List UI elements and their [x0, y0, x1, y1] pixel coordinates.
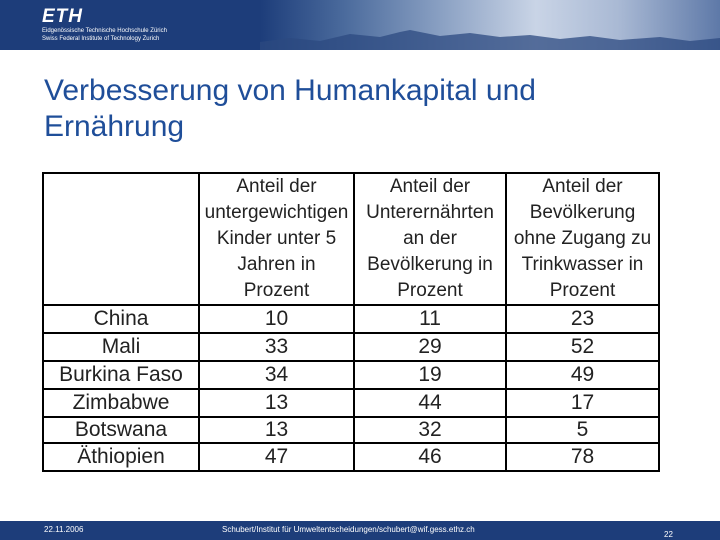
footer-bar	[0, 521, 720, 540]
cell-underweight-children: 10	[200, 306, 353, 332]
slide-title: Verbesserung von Humankapital und Ernähr…	[44, 73, 664, 145]
cell-country: Äthiopien	[44, 444, 198, 470]
header-corner	[44, 174, 198, 304]
cell-undernourished: 46	[355, 444, 505, 470]
eth-subtitle-de: Eidgenössische Technische Hochschule Zür…	[42, 28, 167, 34]
skyline-graphic	[260, 30, 720, 50]
header-no-water-access: Anteil der Bevölkerung ohne Zugang zu Tr…	[507, 174, 658, 304]
eth-logo: ETH	[42, 6, 83, 27]
cell-no-water-access: 23	[507, 306, 658, 332]
cell-undernourished: 44	[355, 390, 505, 416]
cell-undernourished: 29	[355, 334, 505, 360]
slide-title-line-2: Ernährung	[44, 110, 185, 143]
cell-country: Botswana	[44, 418, 198, 442]
cell-undernourished: 11	[355, 306, 505, 332]
page-number: 22	[664, 530, 673, 539]
data-table: Anteil der untergewichtigen Kinder unter…	[42, 172, 660, 472]
footer-date: 22.11.2006	[44, 525, 84, 534]
cell-country: Burkina Faso	[44, 362, 198, 388]
cell-underweight-children: 13	[200, 390, 353, 416]
cell-underweight-children: 47	[200, 444, 353, 470]
cell-country: China	[44, 306, 198, 332]
header-underweight-children: Anteil der untergewichtigen Kinder unter…	[200, 174, 353, 304]
cell-no-water-access: 17	[507, 390, 658, 416]
cell-country: Mali	[44, 334, 198, 360]
slide-title-line-1: Verbesserung von Humankapital und	[44, 74, 536, 107]
footer-author: Schubert/Institut für Umweltentscheidung…	[222, 525, 475, 534]
cell-no-water-access: 5	[507, 418, 658, 442]
cell-undernourished: 19	[355, 362, 505, 388]
cell-underweight-children: 34	[200, 362, 353, 388]
cell-underweight-children: 13	[200, 418, 353, 442]
cell-underweight-children: 33	[200, 334, 353, 360]
cell-no-water-access: 49	[507, 362, 658, 388]
cell-no-water-access: 52	[507, 334, 658, 360]
header-undernourished: Anteil der Unterernährten an der Bevölke…	[355, 174, 505, 304]
cell-no-water-access: 78	[507, 444, 658, 470]
cell-undernourished: 32	[355, 418, 505, 442]
header-photo	[260, 0, 720, 50]
eth-subtitle-en: Swiss Federal Institute of Technology Zu…	[42, 36, 160, 42]
cell-country: Zimbabwe	[44, 390, 198, 416]
header-banner: ETH Eidgenössische Technische Hochschule…	[0, 0, 720, 50]
